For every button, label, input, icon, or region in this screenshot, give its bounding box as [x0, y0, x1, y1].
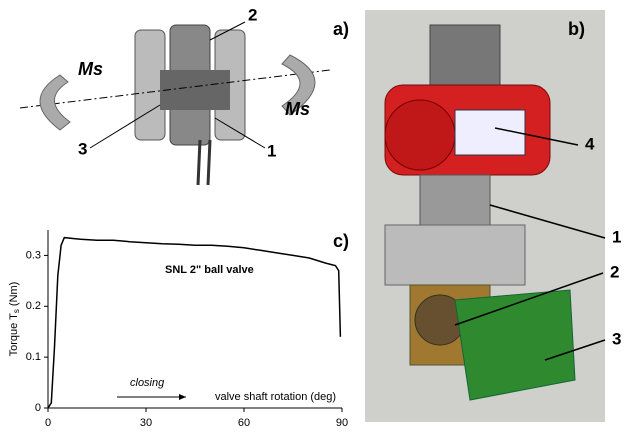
diagram-label: 3: [78, 139, 87, 158]
photo-label: 3: [612, 329, 621, 348]
arrow-head: [179, 394, 186, 400]
y-tick-label: 0.3: [26, 249, 41, 261]
y-label-part: (Nm): [8, 282, 20, 310]
x-axis-label: valve shaft rotation (deg): [215, 391, 336, 403]
diagram-label: 1: [267, 141, 276, 160]
annotation: SNL 2" ball valve: [165, 264, 254, 276]
sensor-diagram: [20, 22, 330, 185]
diagram-label: 2: [248, 5, 257, 24]
photo-label: 1: [612, 227, 621, 246]
diagram-label: Ms: [285, 99, 310, 119]
x-tick-label: 60: [238, 417, 250, 429]
y-label-part: Torque T: [8, 313, 20, 356]
panel-label: b): [568, 19, 585, 39]
y-tick-label: 0: [35, 402, 41, 414]
diagram-label: Ms: [78, 59, 103, 79]
y-tick-label: 0.2: [26, 300, 41, 312]
y-axis-label: Torque Ts (Nm): [8, 282, 21, 357]
torque-chart: 0 0.1 0.2 0.3 0 30 60 90 Torque Ts (Nm) SNL 2" ba…: [8, 230, 348, 429]
photo: [365, 10, 605, 422]
photo-label: 4: [585, 134, 595, 153]
panel-label: a): [333, 19, 349, 39]
figure: Ms Ms 2 3 1 4 1 2 3 a) b) c) 00.10.20.30…: [0, 0, 637, 434]
x-tick-label: 0: [45, 417, 51, 429]
x-tick-label: 90: [336, 417, 348, 429]
direction-label: closing: [130, 377, 165, 389]
panel-label: c): [333, 231, 349, 251]
x-tick-label: 30: [140, 417, 152, 429]
y-tick-label: 0.1: [26, 351, 41, 363]
photo-label: 2: [610, 262, 619, 281]
